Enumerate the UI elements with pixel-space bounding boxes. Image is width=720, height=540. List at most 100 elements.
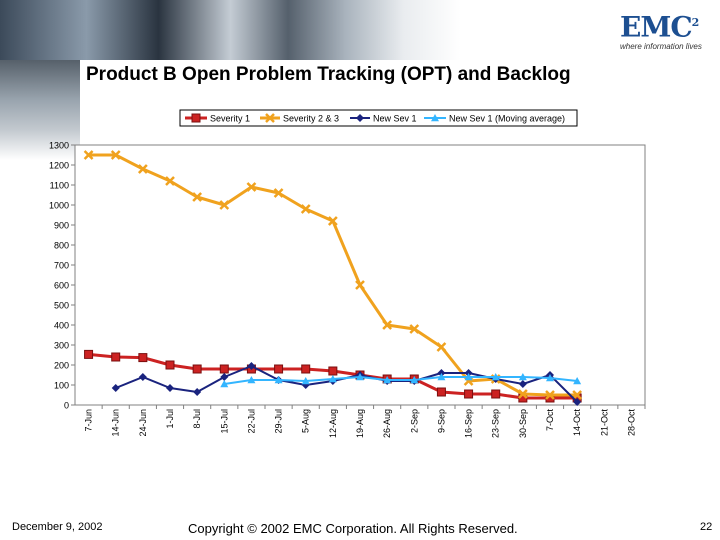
data-point	[84, 349, 94, 359]
marker-stroke	[265, 113, 275, 123]
x-tick-label: 23-Sep	[491, 409, 501, 438]
chart-plot-area	[83, 150, 583, 406]
y-tick-label: 900	[54, 221, 69, 231]
data-point	[409, 324, 420, 334]
header-photo-collage	[0, 0, 720, 60]
y-tick-label: 300	[54, 341, 69, 351]
marker-stroke	[436, 342, 447, 352]
data-point	[165, 360, 175, 370]
data-point	[573, 377, 582, 385]
legend-box	[179, 109, 578, 127]
y-tick-label: 800	[54, 241, 69, 251]
series-new-sev-1-moving-average	[220, 373, 582, 388]
data-point	[300, 204, 311, 214]
data-point	[517, 389, 528, 399]
marker-stroke	[327, 216, 338, 226]
y-tick-label: 500	[54, 301, 69, 311]
x-tick-label: 21-Oct	[599, 409, 609, 437]
x-tick-label: 5-Aug	[301, 409, 311, 433]
legend-label: Severity 1	[210, 114, 250, 124]
data-point	[220, 373, 229, 381]
data-point	[383, 376, 392, 384]
marker-stroke	[192, 192, 203, 202]
data-point	[436, 387, 446, 397]
slide-title: Product B Open Problem Tracking (OPT) an…	[86, 64, 571, 85]
legend-entry: New Sev 1 (Moving average)	[424, 114, 565, 124]
data-point	[193, 388, 202, 396]
data-point	[436, 342, 447, 352]
marker-stroke	[137, 164, 148, 174]
emc-logo: EMC2 where information lives	[620, 8, 712, 52]
x-tick-label: 9-Sep	[436, 409, 446, 433]
header-banner	[0, 0, 720, 60]
data-point	[301, 377, 310, 385]
x-tick-label: 28-Oct	[626, 409, 636, 437]
marker-stroke	[83, 150, 94, 160]
marker-stroke	[165, 176, 175, 186]
x-tick-label: 16-Sep	[464, 409, 474, 438]
x-tick-label: 8-Jul	[192, 409, 202, 429]
footer-date: December 9, 2002	[12, 521, 103, 533]
data-point	[110, 150, 121, 160]
y-tick-label: 1000	[49, 201, 69, 211]
legend-swatch-marker	[356, 114, 364, 122]
data-point	[491, 389, 501, 399]
data-point	[328, 366, 338, 376]
data-point	[274, 376, 283, 384]
legend-entry: New Sev 1	[350, 114, 417, 124]
chart-legend: Severity 1 Severity 2 & 3 New Sev 1 New Sev…	[179, 109, 578, 127]
data-point	[301, 364, 311, 374]
marker-stroke	[110, 150, 121, 160]
x-tick-label: 7-Oct	[545, 409, 555, 432]
y-tick-label: 100	[54, 381, 69, 391]
data-point	[247, 376, 256, 384]
data-point	[192, 192, 203, 202]
marker-stroke	[382, 320, 393, 330]
x-tick-label: 7-Jun	[84, 409, 94, 432]
x-tick-label: 26-Aug	[382, 409, 392, 438]
data-point	[192, 364, 202, 374]
data-point	[327, 216, 338, 226]
data-point	[220, 380, 229, 388]
data-point	[111, 352, 121, 362]
legend-swatch-marker	[265, 113, 275, 123]
legend-swatch-marker	[431, 114, 439, 122]
marker-stroke	[273, 188, 284, 198]
data-point	[165, 176, 175, 186]
x-tick-label: 2-Sep	[409, 409, 419, 433]
legend-label: New Sev 1	[373, 114, 417, 124]
x-tick-label: 19-Aug	[355, 409, 365, 438]
data-point	[273, 188, 284, 198]
data-point	[137, 164, 148, 174]
data-point	[356, 373, 364, 381]
series-line	[224, 376, 578, 385]
data-point	[464, 373, 473, 381]
data-point	[166, 384, 174, 392]
marker-stroke	[409, 324, 420, 334]
x-tick-label: 30-Sep	[518, 409, 528, 438]
logo-mark: EMC2	[620, 10, 699, 44]
x-tick-label: 24-Jun	[138, 409, 148, 437]
plot-frame	[74, 144, 646, 406]
data-point	[219, 200, 230, 210]
chart-axes: 0 100 200 300 400 500 600 700 800 900 1000 1100 1200…	[49, 141, 646, 438]
page-number: 22	[700, 521, 713, 533]
data-point	[491, 373, 500, 381]
x-tick-label: 15-Jul	[219, 409, 229, 434]
data-point	[111, 384, 120, 392]
y-tick-label: 400	[54, 321, 69, 331]
data-point	[274, 364, 284, 374]
y-tick-label: 1300	[49, 141, 69, 151]
side-photo	[0, 60, 80, 160]
data-point	[518, 373, 527, 381]
x-tick-label: 29-Jul	[274, 409, 284, 434]
legend-label: New Sev 1 (Moving average)	[449, 114, 565, 124]
data-point	[410, 376, 419, 384]
data-point	[138, 373, 147, 381]
x-tick-label: 14-Jun	[111, 409, 121, 437]
marker-stroke	[517, 389, 528, 399]
data-point	[247, 362, 256, 370]
x-tick-label: 22-Jul	[246, 409, 256, 434]
legend-entry: Severity 1	[185, 113, 250, 124]
data-point	[328, 375, 337, 383]
